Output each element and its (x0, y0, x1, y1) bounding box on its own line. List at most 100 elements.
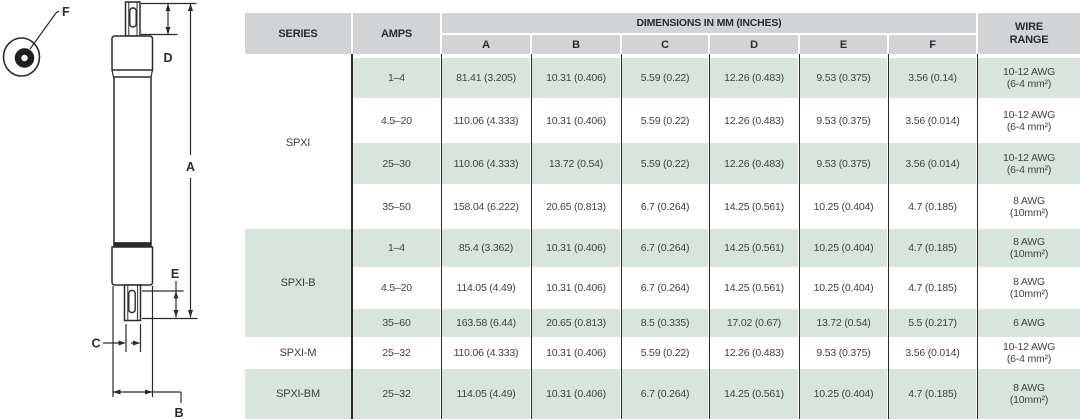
dim-cell: 12.26 (0.483) (710, 143, 798, 184)
dim-cell: 3.56 (0.014) (889, 100, 976, 141)
header-dim-a: A (442, 35, 530, 54)
dim-cell: 163.58 (6.44) (442, 309, 530, 337)
dim-cell: 10.31 (0.406) (532, 229, 620, 267)
dim-cell: 9.53 (0.375) (800, 339, 887, 367)
series-cell: SPXI (245, 58, 351, 227)
dim-cell: 10.31 (0.406) (532, 100, 620, 141)
wire-range-cell: 10-12 AWG (6-4 mm²) (978, 100, 1080, 141)
dim-label-a: A (186, 160, 195, 174)
dim-cell: 4.7 (0.185) (889, 229, 976, 267)
header-dim-f: F (889, 35, 976, 54)
dim-cell: 110.06 (4.333) (442, 339, 530, 367)
dim-cell: 158.04 (6.222) (442, 186, 530, 227)
dim-cell: 85.4 (3.362) (442, 229, 530, 267)
wire-range-line: (6-4 mm²) (1006, 353, 1052, 365)
dim-line-e (173, 281, 179, 318)
wire-range-line: 10-12 AWG (1002, 341, 1056, 353)
dim-cell: 9.53 (0.375) (800, 143, 887, 184)
header-amps: AMPS (353, 13, 440, 54)
amps-cell: 25–30 (353, 143, 440, 184)
wire-range-line: (6-4 mm²) (1006, 78, 1052, 90)
column-divider (976, 54, 978, 419)
dim-cell: 4.7 (0.185) (889, 186, 976, 227)
dimension-lines (103, 2, 198, 403)
column-divider (620, 54, 622, 419)
dim-label-e: E (171, 267, 179, 281)
end-view-terminal-ring (14, 48, 35, 68)
header-wire-range: WIRE RANGE (978, 13, 1080, 54)
dim-cell: 4.7 (0.185) (889, 369, 976, 419)
wire-range-cell: 6 AWG (978, 309, 1080, 337)
top-element-window (129, 7, 137, 28)
dim-cell: 14.25 (0.561) (710, 269, 798, 307)
dim-cell: 4.7 (0.185) (889, 269, 976, 307)
dim-cell: 10.31 (0.406) (532, 58, 620, 98)
column-divider (351, 54, 353, 419)
dim-label-b: B (174, 406, 183, 419)
dim-label-c: C (91, 337, 100, 351)
series-cell: SPXI-BM (245, 369, 351, 419)
wire-range-line: (6-4 mm²) (1006, 120, 1052, 133)
dim-cell: 12.26 (0.483) (710, 58, 798, 98)
dim-label-d: D (163, 51, 172, 65)
dim-cell: 6.7 (0.264) (622, 269, 708, 307)
wire-range-cell: 10-12 AWG (6-4 mm²) (978, 143, 1080, 184)
dimensions-table: SERIES AMPS DIMENSIONS IN MM (INCHES) A … (245, 13, 1080, 419)
wire-range-line: 10-12 AWG (1002, 151, 1056, 164)
dim-cell: 6.7 (0.264) (622, 186, 708, 227)
dim-cell: 5.5 (0.217) (889, 309, 976, 337)
dim-cell: 114.05 (4.49) (442, 369, 530, 419)
dim-cell: 5.59 (0.22) (622, 100, 708, 141)
wire-range-line: (10mm²) (1009, 206, 1049, 219)
dim-cell: 5.59 (0.22) (622, 143, 708, 184)
wire-range-cell: 8 AWG (10mm²) (978, 369, 1080, 419)
wire-range-cell: 8 AWG (10mm²) (978, 186, 1080, 227)
dim-cell: 8.5 (0.335) (622, 309, 708, 337)
amps-cell: 25–32 (353, 339, 440, 367)
dim-cell: 13.72 (0.54) (532, 143, 620, 184)
amps-cell: 35–50 (353, 186, 440, 227)
wire-range-cell: 10-12 AWG (6-4 mm²) (978, 339, 1080, 367)
header-dim-b: B (532, 35, 620, 54)
wire-range-cell: 8 AWG (10mm²) (978, 269, 1080, 307)
dim-cell: 14.25 (0.561) (710, 369, 798, 419)
dim-cell: 10.25 (0.404) (800, 269, 887, 307)
dim-cell: 114.05 (4.49) (442, 269, 530, 307)
series-cell: SPXI-B (245, 229, 351, 337)
dim-line-c (103, 340, 141, 346)
amps-cell: 1–4 (353, 58, 440, 98)
dim-line-a (188, 3, 193, 318)
dim-label-f: F (62, 5, 70, 19)
dim-cell: 6.7 (0.264) (622, 369, 708, 419)
amps-cell: 25–32 (353, 369, 440, 419)
dim-cell: 110.06 (4.333) (442, 100, 530, 141)
dim-cell: 10.31 (0.406) (532, 369, 620, 419)
dim-cell: 14.25 (0.561) (710, 186, 798, 227)
wire-range-cell: 8 AWG (10mm²) (978, 229, 1080, 267)
wire-range-line: (10mm²) (1009, 394, 1049, 406)
wire-range-line: 8 AWG (1013, 236, 1045, 248)
wire-range-line: 8 AWG (1013, 382, 1045, 394)
dim-cell: 17.02 (0.67) (710, 309, 798, 337)
dim-cell: 20.65 (0.813) (532, 186, 620, 227)
dim-cell: 3.56 (0.014) (889, 143, 976, 184)
dim-cell: 110.06 (4.333) (442, 143, 530, 184)
dim-cell: 3.56 (0.014) (889, 339, 976, 367)
amps-cell: 1–4 (353, 229, 440, 267)
dim-cell: 3.56 (0.14) (889, 58, 976, 98)
header-dim-e: E (800, 35, 887, 54)
bottom-element-window (128, 289, 136, 314)
header-dimensions-banner: DIMENSIONS IN MM (INCHES) (442, 13, 976, 33)
header-wire-range-line2: RANGE (1009, 33, 1049, 46)
amps-cell: 4.5–20 (353, 100, 440, 141)
dim-cell: 10.31 (0.406) (532, 269, 620, 307)
column-divider (887, 54, 889, 419)
wire-range-line: (10mm²) (1009, 288, 1049, 300)
header-dim-c: C (622, 35, 708, 54)
dim-cell: 12.26 (0.483) (710, 100, 798, 141)
dim-cell: 81.41 (3.205) (442, 58, 530, 98)
header-dim-d: D (710, 35, 798, 54)
column-divider (530, 54, 532, 419)
end-view-outline (2, 37, 41, 77)
